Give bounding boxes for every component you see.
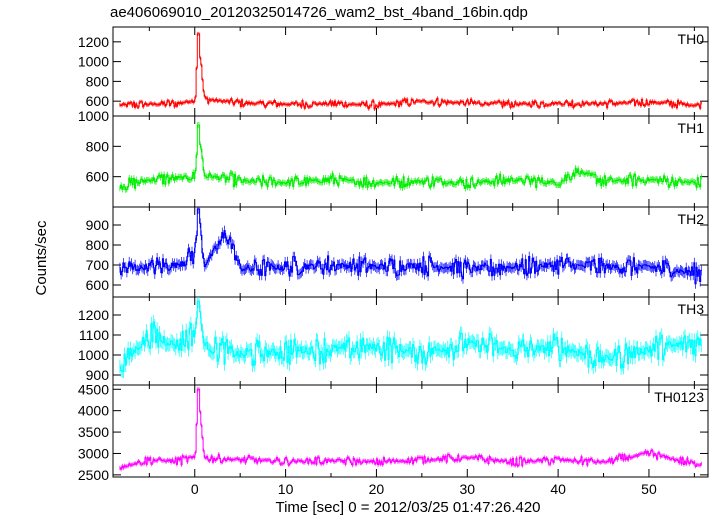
y-tick-label: 600 [86, 277, 110, 293]
series-error-bars [119, 207, 702, 289]
series-error-bars [119, 297, 702, 379]
x-tick-label: 50 [641, 481, 657, 497]
y-tick-label: 800 [86, 73, 110, 89]
y-tick-label: 1100 [79, 327, 109, 343]
y-tick-label: 1200 [78, 34, 109, 50]
panel-frame [112, 384, 709, 478]
y-tick-label: 600 [86, 93, 110, 109]
x-tick-label: 0 [191, 481, 199, 497]
panel-th2: 600 700 800 900 TH2 [86, 206, 709, 298]
series-error-bars [119, 387, 702, 472]
chart-title: ae406069010_20120325014726_wam2_bst_4ban… [110, 4, 528, 21]
series-line-th0 [119, 33, 702, 110]
panel-th0123: 2500 3000 3500 4000 4500 TH0123 [78, 381, 709, 483]
y-tick-label: 2500 [78, 467, 109, 483]
y-tick-label: 800 [86, 138, 110, 154]
x-axis: 0 10 20 30 40 50 [191, 481, 657, 497]
panel-th3: 900 1000 1100 1200 TH3 [78, 296, 709, 386]
x-tick-label: 20 [369, 481, 385, 497]
y-tick-label: 1200 [78, 307, 109, 323]
series-line-th1 [119, 124, 702, 191]
panel-th0: 600 800 1000 1200 TH0 [78, 26, 709, 117]
x-tick-label: 10 [278, 481, 294, 497]
series-line-th3 [119, 300, 702, 372]
series-line-th2 [119, 208, 702, 285]
y-tick-label: 600 [86, 169, 110, 185]
y-axis-label: Counts/sec [33, 220, 50, 296]
y-tick-label: 1000 [78, 347, 109, 363]
y-tick-label: 4500 [78, 381, 109, 397]
panel-th1: 600 800 1000 TH1 [78, 108, 709, 208]
y-tick-label: 4000 [78, 403, 109, 419]
panel-label: TH0123 [654, 389, 704, 405]
y-tick-label: 700 [86, 257, 110, 273]
y-tick-label: 3500 [78, 424, 109, 440]
y-tick-label: 900 [86, 217, 110, 233]
x-tick-label: 40 [550, 481, 566, 497]
y-tick-label: 900 [86, 367, 110, 383]
x-tick-label: 30 [459, 481, 475, 497]
x-axis-label: Time [sec] 0 = 2012/03/25 01:47:26.420 [275, 499, 540, 516]
panel-label: TH1 [678, 120, 705, 136]
y-tick-label: 800 [86, 237, 110, 253]
panel-label: TH3 [678, 301, 705, 317]
panel-label: TH0 [678, 31, 705, 47]
series-line-th0123 [119, 388, 702, 470]
y-tick-label: 1000 [78, 54, 109, 70]
y-tick-label: 3000 [78, 445, 109, 461]
series-error-bars [119, 31, 702, 111]
y-tick-label: 1000 [78, 108, 109, 124]
panel-label: TH2 [678, 211, 705, 227]
